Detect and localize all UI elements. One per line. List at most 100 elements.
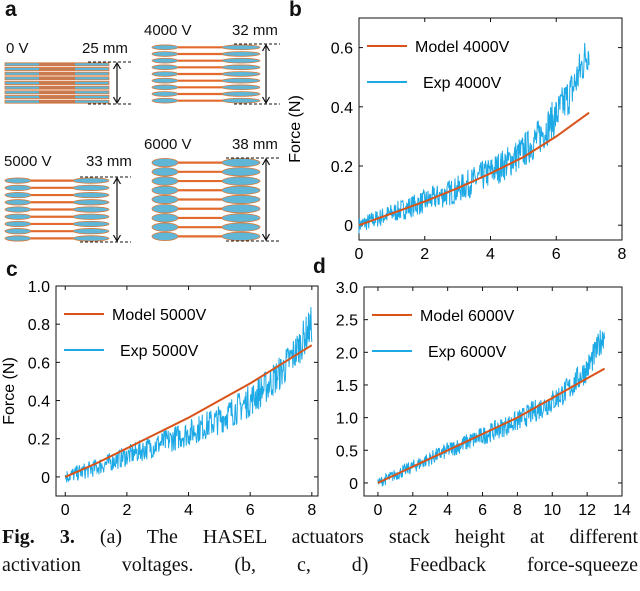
x-tick-label: 8 — [618, 246, 627, 263]
electrode — [39, 100, 75, 104]
electrode — [39, 76, 75, 80]
x-tick-label: 2 — [122, 502, 131, 519]
x-tick-label: 4 — [443, 502, 452, 519]
arrow-head-top — [261, 157, 271, 166]
pouch — [72, 213, 110, 220]
x-tick-label: 0 — [61, 502, 70, 519]
y-tick-label: 0.4 — [28, 394, 50, 411]
arrow-head-bottom — [112, 234, 122, 243]
y-tick-label: 0 — [344, 218, 353, 235]
plot-frame — [363, 286, 623, 497]
legend-label-exp: Exp 6000V — [428, 344, 507, 361]
pouch — [72, 206, 110, 213]
pouch — [221, 51, 261, 57]
arrow-head-top — [112, 61, 122, 70]
series-exp — [64, 307, 313, 483]
legend-label-exp: Exp 4000V — [423, 75, 502, 92]
plot-frame — [55, 285, 319, 497]
x-tick-label: 0 — [355, 246, 364, 263]
caption-label: Fig. 3. — [2, 526, 75, 548]
series-model — [377, 367, 606, 484]
arrow-head-top — [261, 43, 271, 52]
legend-label-model: Model 5000V — [112, 307, 207, 324]
pouch — [72, 191, 110, 199]
x-tick-label: 4 — [486, 246, 495, 263]
chart-b: 0 2 4 6 8 0 0.2 0.4 0.6 Force (N) Model 4000V Exp 4… — [287, 17, 627, 263]
x-tick-label: 0 — [373, 502, 382, 519]
stack-0-height: 25 mm — [82, 40, 128, 57]
y-tick-label: 0.6 — [28, 355, 50, 372]
stack-0 — [4, 61, 131, 105]
stack-2-voltage: 5000 V — [4, 153, 52, 170]
figure-3: a b c d 0 V 25 mm 4000 V 32 mm 5000 V 33… — [1, 0, 631, 519]
legend-label-model: Model 6000V — [420, 308, 515, 325]
pouch — [72, 228, 110, 235]
stack-1 — [151, 43, 280, 105]
legend-label-model: Model 4000V — [415, 39, 510, 56]
stack-2 — [4, 176, 131, 243]
pouch — [221, 71, 261, 77]
pouch — [221, 185, 261, 195]
y-tick-label: 0 — [349, 476, 358, 493]
y-axis-label: Force (N) — [1, 357, 18, 425]
caption-line-1: Fig. 3. (a) The HASEL actuators stack he… — [2, 523, 638, 551]
arrow-head-bottom — [261, 233, 271, 242]
caption-line-2: activation voltages. (b, c, d) Feedback … — [2, 554, 638, 576]
y-tick-label: 0.2 — [28, 432, 50, 449]
pouch — [72, 184, 110, 191]
arrow-head-bottom — [261, 96, 271, 105]
pouch — [221, 91, 261, 97]
pouch — [72, 220, 110, 228]
panel-letter-d: d — [313, 255, 326, 278]
panel-letter-c: c — [6, 258, 18, 281]
pouch — [221, 222, 261, 232]
pouch — [221, 64, 261, 71]
electrode — [39, 81, 75, 85]
y-tick-label: 0 — [41, 470, 50, 487]
electrode — [39, 90, 75, 94]
x-tick-label: 10 — [543, 502, 561, 519]
stack-3-voltage: 6000 V — [144, 136, 192, 153]
x-tick-label: 6 — [552, 246, 561, 263]
y-tick-label: 3.0 — [336, 280, 358, 297]
chart-d: 0246810121400.51.01.52.02.53.0Displaceme… — [336, 280, 631, 519]
caption-text-1: (a) The HASEL actuators stack height at … — [99, 526, 639, 548]
pouch — [221, 176, 261, 186]
pouch — [72, 235, 110, 242]
series-model — [358, 111, 590, 227]
panel-letter-a: a — [5, 0, 17, 21]
pouch — [221, 44, 261, 51]
actuator-stacks — [4, 43, 280, 243]
pouch — [72, 177, 110, 184]
pouch — [221, 77, 261, 84]
y-axis-label: Force (N) — [287, 95, 304, 163]
pouch — [221, 97, 261, 104]
electrode — [39, 62, 75, 66]
x-tick-label: 4 — [184, 502, 193, 519]
pouch — [221, 194, 261, 205]
series-exp — [377, 330, 606, 487]
x-tick-label: 6 — [246, 502, 255, 519]
y-tick-label: 0.5 — [336, 443, 358, 460]
y-tick-label: 0.6 — [331, 41, 353, 58]
x-tick-label: 8 — [307, 502, 316, 519]
pouch — [221, 167, 261, 177]
x-tick-label: 2 — [420, 246, 429, 263]
stack-3-height: 38 mm — [232, 136, 278, 153]
legend-label-exp: Exp 5000V — [120, 343, 199, 360]
panel-letter-b: b — [289, 0, 302, 21]
pouch — [221, 213, 261, 223]
pouch — [221, 57, 261, 64]
y-tick-label: 0.4 — [331, 100, 353, 117]
x-tick-label: 2 — [408, 502, 417, 519]
series-model — [64, 344, 313, 478]
stack-0-voltage: 0 V — [6, 40, 29, 57]
arrow-head-top — [112, 176, 122, 185]
y-tick-label: 0.8 — [28, 317, 50, 334]
stack-1-voltage: 4000 V — [144, 22, 192, 39]
y-tick-label: 0.2 — [331, 159, 353, 176]
x-tick-label: 14 — [613, 502, 631, 519]
electrode — [39, 95, 75, 99]
y-tick-label: 1.5 — [336, 378, 358, 395]
